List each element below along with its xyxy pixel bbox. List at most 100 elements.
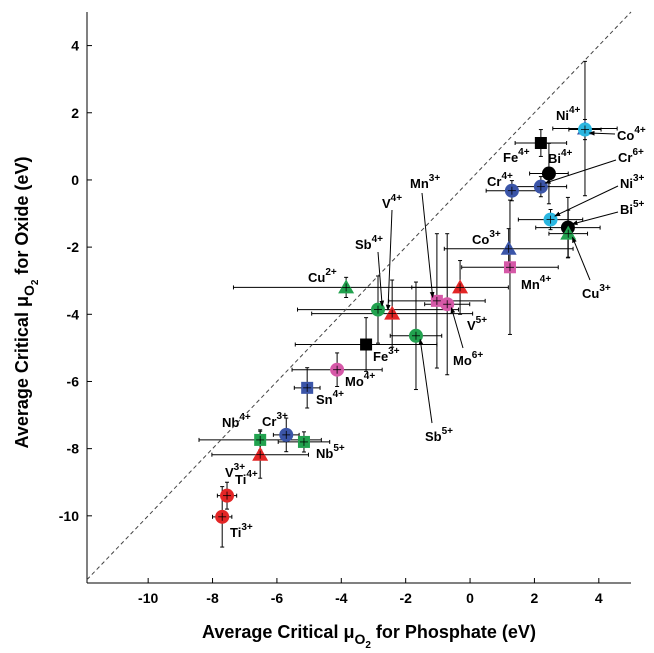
point-label: Co3+ [472, 229, 501, 247]
element: Co [472, 232, 489, 247]
element: Mo [345, 374, 364, 389]
y-tick-label: 0 [71, 172, 79, 188]
element: V [382, 196, 391, 211]
point-label: Bi5+ [620, 199, 645, 217]
charge: 4+ [239, 412, 251, 423]
point-label: Mn4+ [521, 274, 551, 292]
element: Mo [453, 353, 472, 368]
x-tick-label: -8 [206, 590, 219, 606]
point-label: Cr4+ [487, 171, 513, 189]
y-tick-label: 2 [71, 105, 79, 121]
point-label: Ni3+ [620, 173, 645, 191]
point-label: Cr3+ [262, 411, 288, 429]
x-tick-label: 0 [466, 590, 474, 606]
element: Bi [548, 151, 561, 166]
element: Cr [618, 150, 632, 165]
charge: 2+ [325, 267, 337, 278]
label-arrow [571, 211, 619, 226]
label-arrow [377, 251, 385, 307]
point-label: V4+ [382, 193, 402, 211]
y-tick-label: -6 [67, 373, 80, 389]
element: Bi [620, 202, 633, 217]
point-label: Mo6+ [453, 350, 483, 368]
charge: 4+ [333, 389, 345, 400]
charge: 3+ [429, 173, 441, 184]
xlabel-label: Average Critical μO2 for Phosphate (eV) [202, 622, 536, 651]
element: V [467, 318, 476, 333]
charge: 5+ [476, 315, 488, 326]
element: Mn [410, 176, 429, 191]
diagonal [86, 11, 632, 580]
charge: 4+ [518, 147, 530, 158]
charge: 3+ [276, 411, 288, 422]
label-subsub: 2 [30, 279, 41, 285]
charge: 3+ [388, 346, 400, 357]
charge: 4+ [634, 125, 646, 136]
charge: 3+ [234, 462, 246, 473]
label-sub: O [21, 285, 37, 296]
charge: 3+ [599, 283, 611, 294]
point-label: Sb4+ [355, 234, 383, 252]
element: Cr [487, 174, 501, 189]
element: V [225, 465, 234, 480]
point-label: Bi4+ [548, 148, 573, 166]
charge: 4+ [501, 171, 513, 182]
element: Ti [230, 525, 241, 540]
x-tick-label: 2 [531, 590, 539, 606]
point-label: Cr6+ [618, 147, 644, 165]
charge: 6+ [472, 350, 484, 361]
element: Sb [355, 237, 372, 252]
label-arrow [544, 159, 617, 184]
point-label: Mn3+ [410, 173, 440, 191]
label-text: Average Critical μ [12, 296, 32, 448]
element: Co [617, 128, 634, 143]
element: Ni [620, 176, 633, 191]
label-arrow [418, 338, 433, 424]
charge: 4+ [391, 193, 403, 204]
point-label: Sn4+ [316, 389, 344, 407]
label-arrow [554, 185, 619, 217]
label-text: Average Critical μ [202, 622, 354, 642]
element: Cr [262, 414, 276, 429]
charge: 4+ [569, 105, 581, 116]
point-label: Ti3+ [230, 522, 253, 540]
element: Mn [521, 277, 540, 292]
element: Sn [316, 392, 333, 407]
charge: 4+ [561, 148, 573, 159]
charge: 5+ [442, 426, 454, 437]
label-subsub: 2 [365, 640, 371, 651]
x-tick-label: -4 [335, 590, 348, 606]
point-label: Fe3+ [373, 346, 400, 364]
point-label: Fe4+ [503, 147, 530, 165]
charge: 5+ [333, 443, 345, 454]
charge: 4+ [540, 274, 552, 285]
point-label: Nb5+ [316, 443, 345, 461]
point-label: Co4+ [617, 125, 646, 143]
charge: 6+ [632, 147, 644, 158]
y-tick-label: -4 [67, 306, 80, 322]
y-tick-label: 4 [71, 38, 79, 54]
point-label: V3+ [225, 462, 245, 480]
label-arrow [571, 236, 591, 281]
x-tick-label: -10 [138, 590, 158, 606]
element: Cu [582, 286, 599, 301]
x-tick-label: 4 [595, 590, 603, 606]
y-tick-label: -2 [67, 239, 80, 255]
y-tick-label: -10 [59, 508, 79, 524]
label-arrow [588, 130, 616, 136]
element: Fe [373, 349, 388, 364]
y-tick-label: -8 [67, 441, 80, 457]
point-label: Ti4+ [235, 469, 258, 487]
point-label: V5+ [467, 315, 487, 333]
point-label: Cu2+ [308, 267, 337, 285]
label-text: for Oxide (eV) [12, 157, 32, 280]
x-tick-label: -6 [271, 590, 284, 606]
label-arrow [385, 209, 393, 311]
charge: 4+ [372, 234, 384, 245]
label-sub: O [354, 631, 365, 647]
point-label: Sb5+ [425, 426, 453, 444]
label-arrow [450, 307, 464, 349]
element: Nb [316, 446, 333, 461]
point-label: Cu3+ [582, 283, 611, 301]
